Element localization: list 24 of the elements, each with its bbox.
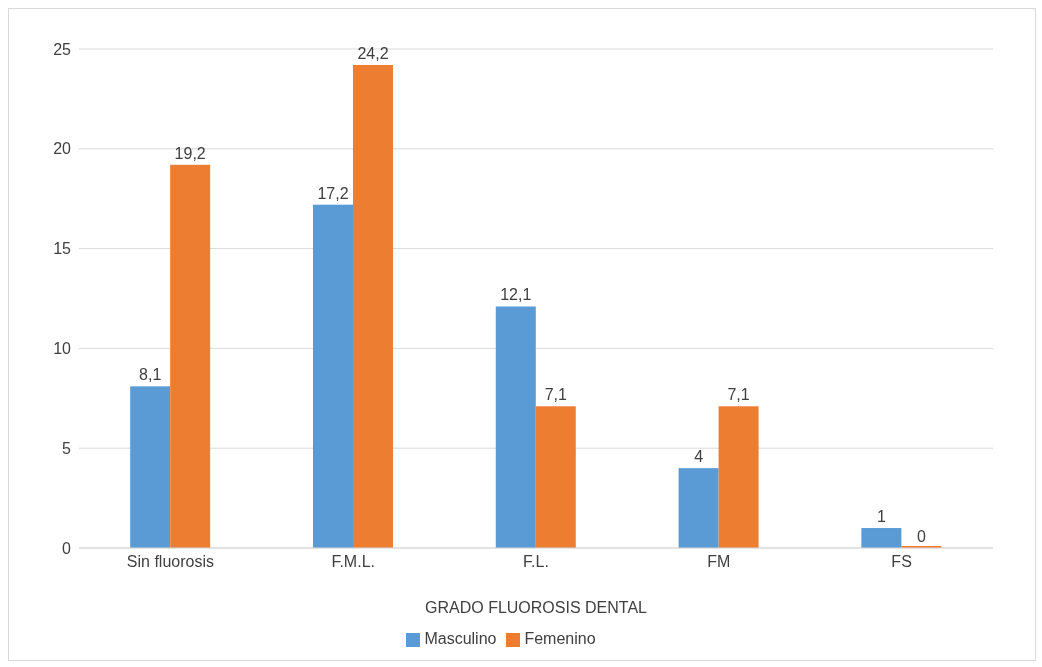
data-label: 7,1 [544,386,567,404]
y-tick-label: 0 [62,539,72,557]
y-tick-label: 20 [53,140,72,158]
data-label: 7,1 [727,386,750,404]
x-tick-label: F.M.L. [331,553,375,571]
data-label: 8,1 [139,366,162,384]
x-tick-label: FS [891,553,912,571]
legend-label: Femenino [524,630,596,647]
x-axis-title: GRADO FLUOROSIS DENTAL [425,599,648,616]
data-label: 4 [694,448,704,466]
y-tick-label: 25 [53,40,72,58]
legend-label: Masculino [424,630,497,647]
y-tick-label: 10 [53,340,72,358]
data-label: 19,2 [174,144,206,162]
data-label: 0 [916,528,926,545]
data-label: 1 [876,508,886,526]
x-tick-label: FM [707,553,731,571]
x-tick-label: F.L. [523,553,549,571]
data-label: 24,2 [357,44,389,62]
y-tick-label: 5 [62,439,72,457]
x-tick-label: Sin fluorosis [126,553,214,571]
y-tick-label: 15 [53,240,72,258]
data-label: 12,1 [500,286,532,304]
data-label: 17,2 [317,184,349,202]
